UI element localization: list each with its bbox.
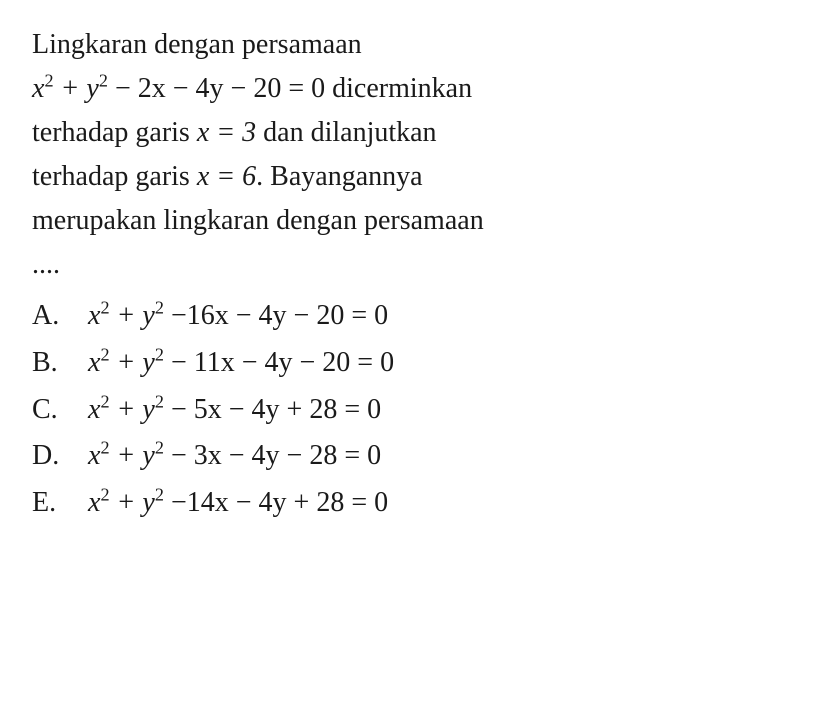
question-line-5: merupakan lingkaran dengan persamaan [32, 200, 786, 242]
option-e[interactable]: E. x2 + y2 −14x − 4y + 28 = 0 [32, 481, 786, 526]
opt-c-x: x [88, 394, 100, 425]
q3-c: dan dilanjutkan [256, 117, 436, 148]
opt-a-s1: 2 [100, 298, 109, 318]
opt-a-y: + y [110, 300, 155, 331]
question-line-3: terhadap garis x = 3 dan dilanjutkan [32, 112, 786, 154]
question-line-1: Lingkaran dengan persamaan [32, 24, 786, 66]
question-stem: Lingkaran dengan persamaan x2 + y2 − 2x … [32, 24, 786, 286]
q4-b: x = 6 [197, 161, 256, 192]
opt-d-x: x [88, 440, 100, 471]
option-c-text: x2 + y2 − 5x − 4y + 28 = 0 [88, 388, 786, 433]
eq-var-y: + y [54, 73, 99, 104]
eq-sup-1: 2 [44, 71, 53, 91]
opt-b-rest: − 11x − 4y − 20 = 0 [164, 347, 394, 378]
opt-e-y: + y [110, 487, 155, 518]
option-b[interactable]: B. x2 + y2 − 11x − 4y − 20 = 0 [32, 341, 786, 386]
q3-a: terhadap garis [32, 117, 197, 148]
option-a-label: A. [32, 294, 88, 339]
q3-b: x = 3 [197, 117, 256, 148]
q4-a: terhadap garis [32, 161, 197, 192]
opt-a-x: x [88, 300, 100, 331]
opt-e-x: x [88, 487, 100, 518]
opt-e-rest: −14x − 4y + 28 = 0 [164, 487, 388, 518]
option-e-text: x2 + y2 −14x − 4y + 28 = 0 [88, 481, 786, 526]
opt-e-s1: 2 [100, 485, 109, 505]
option-b-label: B. [32, 341, 88, 386]
opt-a-s2: 2 [155, 298, 164, 318]
eq-rest: − 2x − 4y − 20 = 0 dicerminkan [108, 73, 472, 104]
opt-c-y: + y [110, 394, 155, 425]
opt-d-y: + y [110, 440, 155, 471]
opt-e-s2: 2 [155, 485, 164, 505]
option-e-label: E. [32, 481, 88, 526]
opt-d-s2: 2 [155, 438, 164, 458]
q4-c: . Bayangannya [256, 161, 422, 192]
eq-var-x: x [32, 73, 44, 104]
opt-b-s1: 2 [100, 344, 109, 364]
answer-options: A. x2 + y2 −16x − 4y − 20 = 0 B. x2 + y2… [32, 294, 786, 526]
option-b-text: x2 + y2 − 11x − 4y − 20 = 0 [88, 341, 786, 386]
option-a-text: x2 + y2 −16x − 4y − 20 = 0 [88, 294, 786, 339]
option-d[interactable]: D. x2 + y2 − 3x − 4y − 28 = 0 [32, 434, 786, 479]
option-c[interactable]: C. x2 + y2 − 5x − 4y + 28 = 0 [32, 388, 786, 433]
opt-c-rest: − 5x − 4y + 28 = 0 [164, 394, 381, 425]
option-a[interactable]: A. x2 + y2 −16x − 4y − 20 = 0 [32, 294, 786, 339]
opt-c-s1: 2 [100, 391, 109, 411]
option-d-text: x2 + y2 − 3x − 4y − 28 = 0 [88, 434, 786, 479]
question-line-2: x2 + y2 − 2x − 4y − 20 = 0 dicerminkan [32, 68, 786, 110]
opt-b-y: + y [110, 347, 155, 378]
opt-b-s2: 2 [155, 344, 164, 364]
opt-c-s2: 2 [155, 391, 164, 411]
eq-sup-2: 2 [99, 71, 108, 91]
option-c-label: C. [32, 388, 88, 433]
opt-d-s1: 2 [100, 438, 109, 458]
question-ellipsis: .... [32, 244, 786, 286]
question-line-4: terhadap garis x = 6. Bayangannya [32, 156, 786, 198]
opt-b-x: x [88, 347, 100, 378]
option-d-label: D. [32, 434, 88, 479]
opt-a-rest: −16x − 4y − 20 = 0 [164, 300, 388, 331]
opt-d-rest: − 3x − 4y − 28 = 0 [164, 440, 381, 471]
